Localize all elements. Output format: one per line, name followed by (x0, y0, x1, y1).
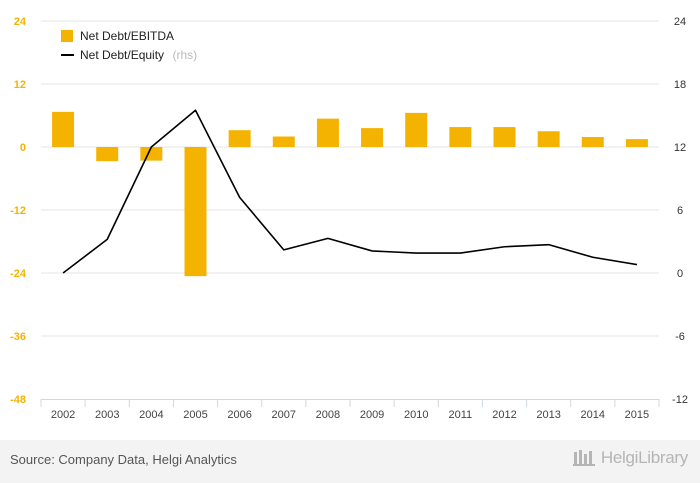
brand-logo[interactable]: HelgiLibrary (572, 448, 688, 468)
bar (184, 147, 207, 277)
line-path (62, 109, 638, 274)
right-axis: 24 18 12 6 0 -6 -12 (672, 16, 688, 406)
right-tick-label: 12 (674, 142, 686, 154)
bar (52, 111, 75, 147)
library-icon (572, 450, 595, 466)
brand-name: HelgiLibrary (600, 448, 688, 467)
bar (405, 112, 428, 147)
x-tick-label: 2012 (492, 409, 516, 421)
bar (316, 118, 339, 147)
right-tick-label: 0 (677, 268, 683, 280)
left-tick-label: -36 (10, 331, 26, 343)
bar (361, 128, 384, 147)
legend-bar-label: Net Debt/EBITDA (80, 29, 174, 43)
x-tick-label: 2002 (51, 409, 75, 421)
right-tick-label: -12 (672, 394, 688, 406)
bar (581, 137, 604, 147)
x-tick-label: 2014 (581, 409, 605, 421)
x-tick-label: 2005 (183, 409, 207, 421)
right-tick-label: 24 (674, 16, 686, 28)
left-tick-label: -48 (10, 394, 26, 406)
x-tick-label: 2008 (316, 409, 340, 421)
left-tick-label: -24 (10, 268, 27, 280)
x-tick-label: 2003 (95, 409, 119, 421)
chart-svg: 24 12 0 -12 -24 -36 -48 24 18 12 6 0 -6 -12 2002 2003… (10, 16, 688, 421)
bar (272, 136, 295, 147)
source-text: Source: Company Data, Helgi Analytics (10, 452, 237, 467)
bar-series (52, 111, 648, 277)
left-tick-label: 12 (14, 79, 26, 91)
left-tick-label: 24 (14, 16, 27, 28)
x-tick-label: 2013 (536, 409, 560, 421)
x-tick-label: 2010 (404, 409, 428, 421)
legend-line-suffix: (rhs) (173, 48, 198, 62)
left-tick-label: 0 (20, 142, 26, 154)
right-tick-label: 6 (677, 205, 683, 217)
x-axis: 2002 2003 2004 2005 2006 2007 2008 2009 2010 2011… (40, 399, 660, 421)
left-axis: 24 12 0 -12 -24 -36 -48 (10, 16, 27, 406)
legend-line-name: Net Debt/Equity (80, 48, 164, 62)
legend: Net Debt/EBITDA Net Debt/Equity (rhs) (61, 29, 197, 63)
bar (228, 130, 251, 147)
x-tick-label: 2006 (227, 409, 251, 421)
gridlines (41, 20, 659, 337)
footer: Source: Company Data, Helgi Analytics He… (0, 440, 700, 483)
bar (140, 147, 163, 161)
x-tick-label: 2004 (139, 409, 163, 421)
bar (96, 147, 119, 162)
x-tick-label: 2007 (272, 409, 296, 421)
bar (449, 127, 472, 147)
left-tick-label: -12 (10, 205, 26, 217)
legend-line-label: Net Debt/Equity (rhs) (80, 46, 197, 63)
bar (493, 127, 516, 147)
line-series (62, 109, 638, 274)
bar (625, 139, 648, 147)
right-tick-label: -6 (675, 331, 685, 343)
bar (537, 131, 560, 147)
legend-bar-swatch (61, 30, 73, 42)
right-tick-label: 18 (674, 79, 686, 91)
x-tick-label: 2011 (449, 409, 473, 421)
x-tick-label: 2009 (360, 409, 384, 421)
x-tick-label: 2015 (625, 409, 649, 421)
